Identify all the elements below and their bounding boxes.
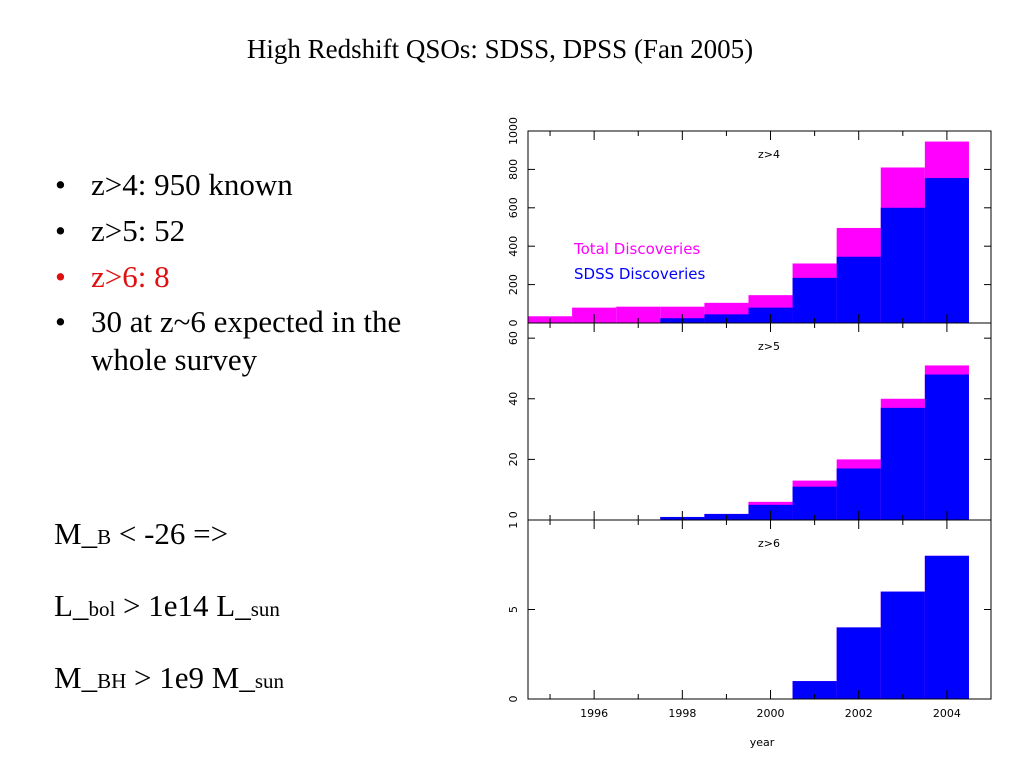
x-tick-label: 2000 xyxy=(757,707,785,720)
slide-title: High Redshift QSOs: SDSS, DPSS (Fan 2005… xyxy=(246,34,754,64)
y-tick-label: 5 xyxy=(507,606,520,613)
legend-total: Total Discoveries xyxy=(573,240,700,258)
formula-bh-mass: M_BH > 1e9 M_sun xyxy=(54,660,284,696)
panel-label: z>4 xyxy=(758,148,780,161)
legend-sdss: SDSS Discoveries xyxy=(574,265,706,283)
sdss-bar xyxy=(924,555,969,699)
bullet-text: z>4: 950 known xyxy=(91,167,293,202)
formula-text: < -26 => xyxy=(111,516,229,551)
bullet-dot: • xyxy=(55,167,66,202)
bullet-item-highlight: • z>6: 8 xyxy=(55,258,475,296)
formula-text: M_ xyxy=(54,660,98,695)
bullet-text: 30 at z~6 expected in the whole survey xyxy=(91,304,402,378)
bullet-dot: • xyxy=(55,212,66,248)
y-tick-label: 800 xyxy=(507,159,520,180)
bullet-text: z>6: 8 xyxy=(91,258,170,294)
sdss-bar xyxy=(836,256,881,323)
formula-subscript: sun xyxy=(254,669,285,693)
sdss-bar xyxy=(880,407,925,520)
sdss-bar xyxy=(836,627,881,699)
x-tick-label: 1996 xyxy=(580,707,608,720)
total-bar xyxy=(616,306,661,323)
bullet-list: • z>4: 950 known • z>5: 52 • z>6: 8 • 30… xyxy=(55,166,475,387)
y-tick-label: 40 xyxy=(507,392,520,406)
histogram-chart: 0 200 400 600 800 1000 z>4 20 40 60 z>5 0 5 1 0 z>6 199… xyxy=(500,110,1005,760)
sdss-bar xyxy=(792,681,837,699)
formula-luminosity: L_bol > 1e14 L_sun xyxy=(54,588,280,624)
x-tick-label: 2004 xyxy=(933,707,961,720)
x-tick-label: 1998 xyxy=(668,707,696,720)
y-tick-label: 0 xyxy=(507,696,520,703)
sdss-bar xyxy=(880,207,925,323)
y-tick-label: 1 0 xyxy=(507,511,520,529)
sdss-bar xyxy=(924,374,969,520)
y-tick-label: 400 xyxy=(507,236,520,257)
x-tick-label: 2002 xyxy=(845,707,873,720)
sdss-bar xyxy=(924,178,969,323)
panel-label: z>6 xyxy=(758,537,780,550)
bullet-text: z>5: 52 xyxy=(91,212,186,248)
formula-text: > 1e14 L_ xyxy=(115,588,251,623)
bullet-dot: • xyxy=(55,258,66,294)
bullet-item: • 30 at z~6 expected in the whole survey xyxy=(55,303,475,379)
sdss-bar xyxy=(792,277,837,323)
y-tick-label: 600 xyxy=(507,197,520,218)
bullet-dot: • xyxy=(55,304,66,340)
formula-subscript: B xyxy=(97,525,112,549)
y-tick-label: 1000 xyxy=(507,117,520,145)
formula-subscript: sun xyxy=(250,597,280,621)
y-tick-label: 20 xyxy=(507,452,520,466)
bullet-item: • z>4: 950 known xyxy=(55,166,475,204)
formula-text: > 1e9 M_ xyxy=(126,660,255,695)
formula-text: L_ xyxy=(54,588,89,623)
sdss-bar xyxy=(880,591,925,699)
y-tick-label: 0 xyxy=(507,320,520,327)
panel-label: z>5 xyxy=(758,340,780,353)
formula-text: M_ xyxy=(54,516,98,551)
formula-subscript: BH xyxy=(97,669,127,693)
x-axis-label: year xyxy=(750,736,775,749)
formula-magnitude: M_B < -26 => xyxy=(54,516,228,552)
sdss-bar xyxy=(792,486,837,520)
y-tick-label: 60 xyxy=(507,331,520,345)
y-tick-label: 200 xyxy=(507,274,520,295)
bullet-item: • z>5: 52 xyxy=(55,212,475,250)
formula-subscript: bol xyxy=(88,597,116,621)
